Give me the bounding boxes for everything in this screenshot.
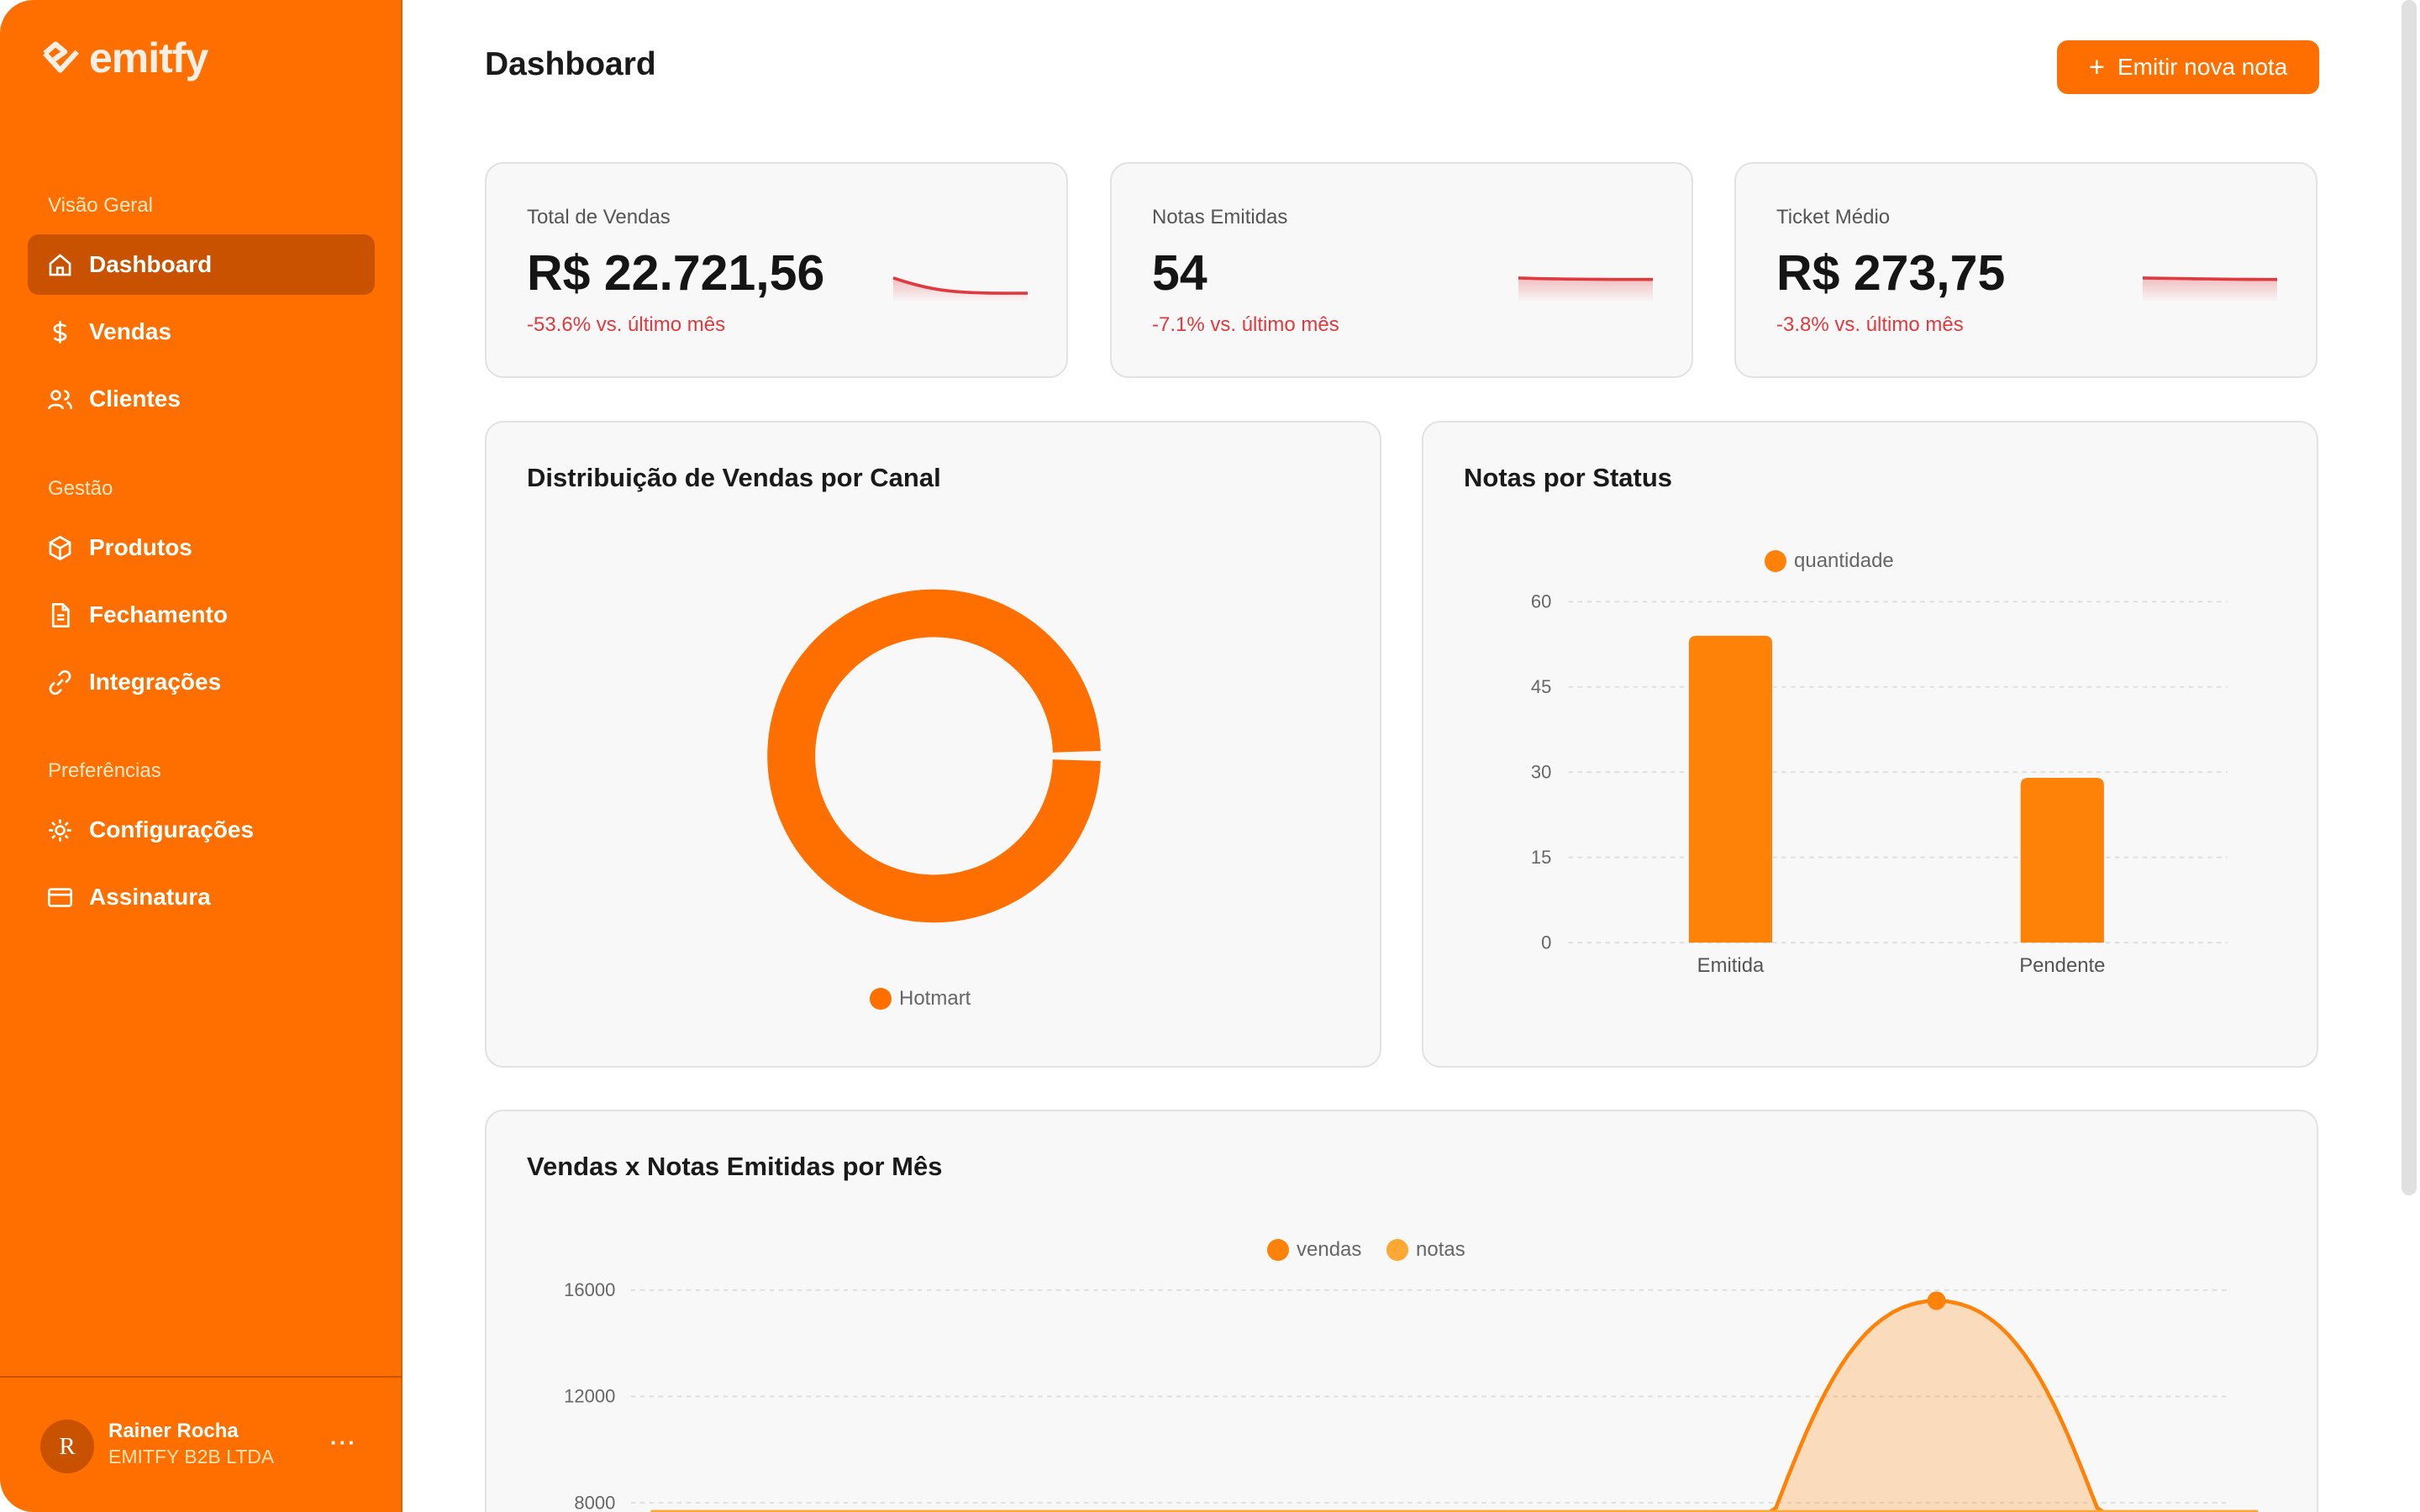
box-icon: [49, 535, 71, 560]
legend-item-quantidade[interactable]: quantidade: [1765, 549, 1894, 573]
sparkline: [892, 276, 1028, 302]
legend-item-hotmart[interactable]: Hotmart: [870, 987, 971, 1011]
logo-icon: [43, 41, 79, 73]
legend-label: quantidade: [1794, 549, 1894, 572]
sidebar-item-label: Configurações: [89, 816, 255, 843]
bar-pendente[interactable]: [2020, 777, 2104, 943]
sidebar-item-label: Dashboard: [89, 251, 213, 277]
chart-title: Vendas x Notas Emitidas por Mês: [527, 1152, 943, 1181]
legend-label: notas: [1416, 1238, 1465, 1261]
sidebar-item-label: Assinatura: [89, 884, 211, 910]
channel-distribution-card: Distribuição de Vendas por Canal Hotmart: [485, 421, 1381, 1068]
sidebar-section-label: Gestão: [48, 477, 113, 500]
kpi-card-average-ticket: Ticket Médio R$ 273,75 -3.8% vs. último …: [1734, 162, 2317, 378]
area-chart: 16000 12000 8000: [564, 1279, 2259, 1512]
sidebar-item-fechamento[interactable]: Fechamento: [28, 585, 375, 645]
point-vendas[interactable]: [1927, 1291, 1946, 1310]
y-tick-label: 0: [1541, 932, 1551, 953]
x-tick-label: Pendente: [2019, 954, 2105, 977]
kpi-delta: -7.1% vs. último mês: [1152, 313, 1339, 336]
y-tick-label: 30: [1531, 762, 1552, 783]
emit-note-button[interactable]: + Emitir nova nota: [2057, 40, 2319, 94]
sidebar: emitfy Visão Geral Dashboard Vendas Cliente…: [0, 0, 402, 1512]
sparkline: [2142, 276, 2278, 302]
chart-title: Notas por Status: [1464, 463, 1673, 492]
area-vendas: [650, 1300, 2259, 1512]
monthly-sales-card: Vendas x Notas Emitidas por Mês vendas n…: [485, 1110, 2318, 1512]
avatar: R: [40, 1420, 94, 1473]
link-icon: [49, 669, 71, 695]
kpi-label: Total de Vendas: [527, 206, 671, 228]
sidebar-item-integrações[interactable]: Integrações: [28, 652, 375, 712]
line-vendas: [650, 1299, 2259, 1512]
legend-dot: [1765, 550, 1786, 572]
document-icon: [51, 602, 70, 627]
user-profile[interactable]: R Rainer Rocha EMITFY B2B LTDA ···: [0, 1376, 402, 1512]
user-company: EMITFY B2B LTDA: [108, 1446, 275, 1467]
x-tick-label: Emitida: [1697, 954, 1765, 977]
donut-chart: [767, 589, 1101, 923]
y-tick-label: 60: [1531, 591, 1552, 612]
sidebar-section-label: Preferências: [48, 759, 161, 782]
user-name: Rainer Rocha: [108, 1420, 239, 1442]
page-title: Dashboard: [485, 46, 656, 82]
home-icon: [49, 253, 71, 276]
kpi-label: Ticket Médio: [1776, 206, 1891, 228]
emit-note-label: Emitir nova nota: [2117, 54, 2288, 80]
users-icon: [47, 389, 73, 409]
sidebar-item-configurações[interactable]: Configurações: [28, 800, 375, 860]
y-tick-label: 8000: [574, 1492, 615, 1512]
sidebar-item-label: Integrações: [89, 669, 222, 695]
scrollbar[interactable]: [2402, 0, 2417, 1195]
kpi-delta: -53.6% vs. último mês: [527, 313, 726, 336]
sparkline: [1518, 276, 1654, 302]
chart-title: Distribuição de Vendas por Canal: [527, 463, 941, 492]
card-icon: [47, 887, 73, 907]
sidebar-item-produtos[interactable]: Produtos: [28, 517, 375, 578]
sidebar-item-assinatura[interactable]: Assinatura: [28, 867, 375, 927]
sidebar-item-dashboard[interactable]: Dashboard: [28, 234, 375, 295]
logo[interactable]: emitfy: [40, 34, 208, 82]
kpi-value: R$ 273,75: [1776, 245, 2006, 301]
donut-slice-hotmart: [767, 589, 1101, 923]
legend-dot: [870, 988, 892, 1010]
y-tick-label: 12000: [564, 1386, 615, 1407]
sidebar-item-label: Fechamento: [89, 601, 228, 627]
y-tick-label: 15: [1531, 847, 1552, 868]
legend-dot: [1267, 1239, 1289, 1261]
more-icon[interactable]: ···: [330, 1430, 357, 1455]
kpi-delta: -3.8% vs. último mês: [1776, 313, 1964, 336]
notes-status-card: Notas por Status quantidade 0 15 30 45 60 Emi…: [1422, 421, 2318, 1068]
sidebar-item-vendas[interactable]: Vendas: [28, 302, 375, 362]
kpi-card-total-sales: Total de Vendas R$ 22.721,56 -53.6% vs. …: [485, 162, 1068, 378]
kpi-value: 54: [1152, 245, 1207, 301]
gear-icon: [49, 818, 71, 842]
sidebar-section-label: Visão Geral: [48, 194, 153, 217]
y-tick-label: 16000: [564, 1279, 615, 1300]
legend-label: vendas: [1297, 1238, 1362, 1261]
y-tick-label: 45: [1531, 676, 1552, 697]
plus-icon: +: [2088, 51, 2105, 82]
sidebar-item-label: Clientes: [89, 386, 181, 412]
kpi-card-notes-issued: Notas Emitidas 54 -7.1% vs. último mês: [1110, 162, 1693, 378]
sidebar-item-label: Produtos: [89, 534, 192, 560]
legend-item-notas[interactable]: notas: [1386, 1238, 1465, 1262]
brand-name: emitfy: [89, 34, 208, 81]
kpi-value: R$ 22.721,56: [527, 245, 825, 301]
bar-chart: 0 15 30 45 60 Emitida Pendente: [1531, 591, 2228, 977]
legend-item-vendas[interactable]: vendas: [1267, 1238, 1361, 1262]
dollar-icon: [53, 320, 67, 344]
sidebar-item-label: Vendas: [89, 318, 172, 344]
bar-emitida[interactable]: [1688, 635, 1773, 943]
legend-dot: [1386, 1239, 1408, 1261]
sidebar-item-clientes[interactable]: Clientes: [28, 369, 375, 429]
kpi-label: Notas Emitidas: [1152, 206, 1288, 228]
legend-label: Hotmart: [899, 987, 971, 1010]
